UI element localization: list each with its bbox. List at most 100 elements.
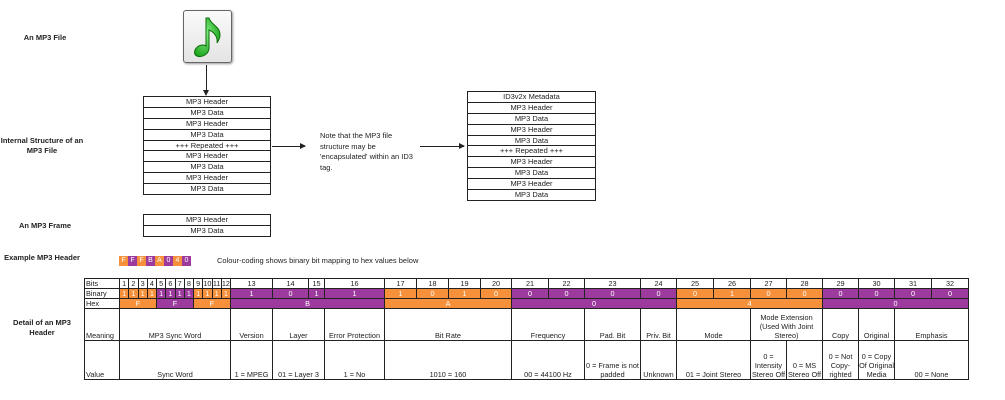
bit-number: 4 <box>146 278 158 289</box>
structure-block: MP3 Header <box>468 103 595 114</box>
structure-block: MP3 Header <box>468 179 595 191</box>
music-note-file-icon <box>183 10 232 63</box>
binary-bit: 1 <box>308 288 325 299</box>
hex-digit: F <box>156 298 194 309</box>
structure-block: ID3v2x Metadata <box>468 92 595 103</box>
binary-bit: 0 <box>272 288 309 299</box>
field-value: 1 = MPEG <box>230 340 273 380</box>
binary-bit: 0 <box>548 288 585 299</box>
structure-block: +++ Repeated +++ <box>468 146 595 158</box>
bit-number: 18 <box>416 278 449 289</box>
structure-block: MP3 Header <box>144 119 270 130</box>
hex-digit: 4 <box>676 298 823 309</box>
bit-number: 20 <box>480 278 512 289</box>
structure-block: MP3 Header <box>144 173 270 185</box>
structure-block: MP3 Data <box>190 225 224 235</box>
binary-bit: 1 <box>448 288 481 299</box>
mp3-frame-stack: MP3 Header MP3 Data <box>143 214 271 237</box>
binary-bit: 0 <box>584 288 641 299</box>
internal-structure-stack: MP3 Header MP3 Data MP3 Header MP3 Data +++ … <box>143 96 271 196</box>
hex-digit: A <box>384 298 512 309</box>
field-value: 00 = None <box>894 340 969 380</box>
label-internal-structure: Internal Structure of an MP3 File <box>0 136 84 155</box>
binary-bit: 1 <box>220 288 232 299</box>
bit-number: 5 <box>155 278 167 289</box>
structure-block: MP3 Data <box>144 108 270 119</box>
binary-bit: 1 <box>713 288 751 299</box>
field-meaning: Bit Rate <box>384 308 512 341</box>
row-label: Meaning <box>84 308 120 341</box>
bit-number: 16 <box>324 278 385 289</box>
field-value: 0 = Intensity Stereo Off <box>750 340 787 380</box>
binary-bit: 1 <box>174 288 185 299</box>
field-meaning: Pad. Bit <box>584 308 641 341</box>
example-hex-digit: F <box>128 256 137 266</box>
meaning-row: Meaning MP3 Sync Word Version Layer Error Pr… <box>84 308 969 341</box>
hex-digit: B <box>230 298 385 309</box>
binary-bit: 1 <box>384 288 417 299</box>
binary-row: Binary 1 1 1 1 1 1 1 1 1 1 1 1 1 0 1 1 1 0 1 0 0 0 0 0 0 1 0 0 0 0 0 0 <box>84 288 969 299</box>
structure-block: MP3 Header <box>468 157 595 169</box>
field-value: 0 = Copy Of Original Media <box>858 340 895 380</box>
example-hex-digit: F <box>119 256 128 266</box>
label-mp3-frame: An MP3 Frame <box>18 221 72 230</box>
label-detail-header: Detail of an MP3 Header <box>13 318 71 337</box>
mp3-header-detail-table: Bits 1 2 3 4 5 6 7 8 9 10 11 12 13 14 15 16 17 18 19 20 21 22 2… <box>84 278 969 380</box>
binary-bit: 0 <box>894 288 932 299</box>
arrow-to-id3 <box>420 143 465 149</box>
structure-block: MP3 Data <box>514 190 549 200</box>
bit-number: 6 <box>165 278 176 289</box>
field-value: 0 = Frame is not padded <box>584 340 641 380</box>
bit-number: 28 <box>786 278 823 289</box>
hex-row: Hex F F F B A 0 4 0 <box>84 298 969 309</box>
structure-block: MP3 Data <box>144 130 270 141</box>
bit-number: 11 <box>211 278 222 289</box>
field-meaning: Mode <box>676 308 751 341</box>
bit-number: 19 <box>448 278 481 289</box>
binary-bit: 1 <box>137 288 148 299</box>
bit-number: 13 <box>230 278 273 289</box>
field-meaning: Copy <box>822 308 859 341</box>
field-meaning: Emphasis <box>894 308 969 341</box>
field-value: 1 = No <box>324 340 385 380</box>
structure-block: MP3 Data <box>468 136 595 147</box>
hex-digit: 0 <box>511 298 677 309</box>
row-label: Hex <box>84 298 120 309</box>
bit-number: 15 <box>308 278 325 289</box>
example-hex-digit: 0 <box>164 256 173 266</box>
example-hex-digit: A <box>155 256 164 266</box>
field-meaning: Frequency <box>511 308 585 341</box>
field-meaning: Version <box>230 308 273 341</box>
binary-bit: 0 <box>786 288 823 299</box>
bit-number: 31 <box>894 278 932 289</box>
bit-number: 3 <box>137 278 148 289</box>
binary-bit: 1 <box>128 288 139 299</box>
label-example-header: Example MP3 Header <box>4 253 80 262</box>
binary-bit: 1 <box>192 288 204 299</box>
field-meaning: Priv. Bit <box>640 308 677 341</box>
bits-row: Bits 1 2 3 4 5 6 7 8 9 10 11 12 13 14 15 16 17 18 19 20 21 22 2… <box>84 278 969 289</box>
binary-bit: 0 <box>480 288 512 299</box>
structure-block: MP3 Data <box>190 184 224 194</box>
binary-bit: 0 <box>640 288 677 299</box>
bit-number: 12 <box>220 278 232 289</box>
bit-number: 1 <box>118 278 130 289</box>
field-value: 1010 = 160 <box>384 340 512 380</box>
bit-number: 22 <box>548 278 585 289</box>
colour-caption: Colour-coding shows binary bit mapping t… <box>217 256 419 265</box>
field-value: 0 = MS Stereo Off <box>786 340 823 380</box>
binary-bit: 0 <box>931 288 969 299</box>
binary-bit: 1 <box>165 288 176 299</box>
row-label: Value <box>84 340 120 380</box>
binary-bit: 0 <box>416 288 449 299</box>
encapsulation-note: Note that the MP3 file structure may be … <box>320 131 413 172</box>
bit-number: 14 <box>272 278 309 289</box>
binary-bit: 1 <box>146 288 158 299</box>
binary-bit: 1 <box>118 288 130 299</box>
example-hex-digit: 4 <box>173 256 182 266</box>
structure-block: MP3 Header <box>144 215 270 226</box>
id3-structure-stack: ID3v2x Metadata MP3 Header MP3 Data MP3 Hea… <box>467 91 596 201</box>
field-value: 0 = Not Copy-righted <box>822 340 859 380</box>
row-label: Bits <box>84 278 120 289</box>
